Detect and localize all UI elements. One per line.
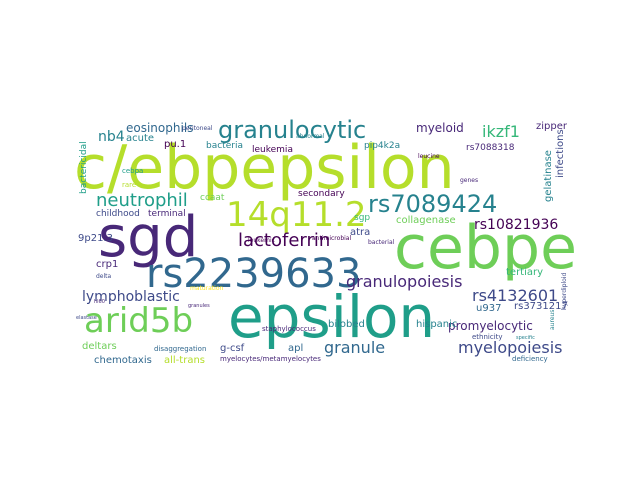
word-disaggregation: disaggregation xyxy=(154,345,207,353)
word-maturation: maturation xyxy=(190,285,224,292)
word-staphylococcus: staphylococcus xyxy=(262,325,316,333)
word-bacteria: bacteria xyxy=(206,141,243,151)
word-sgp: sgp xyxy=(354,213,371,223)
word-lymphoblastic: lymphoblastic xyxy=(82,289,180,305)
word-hl60: hl60 xyxy=(94,299,105,305)
word-rs3731217: rs3731217 xyxy=(514,301,568,312)
word-bactericidal: bactericidal xyxy=(79,141,89,194)
word-aureus: aureus xyxy=(549,309,556,330)
word-bacterial: bacterial xyxy=(368,239,395,246)
word-cebpa: cebpa xyxy=(122,167,144,175)
word-c-ebpepsilon: c/ebpepsilon xyxy=(74,133,455,203)
word-neutrophil: neutrophil xyxy=(96,190,188,211)
word-deficiency: deficiency xyxy=(512,355,548,363)
word-abnormal: abnormal xyxy=(296,133,325,140)
word-hispanic: hispanic xyxy=(416,319,458,330)
word-tertiary: tertiary xyxy=(506,267,544,278)
word-sgd: sgd xyxy=(98,205,199,270)
word-pu-1: pu.1 xyxy=(164,139,187,150)
word-arid5b: arid5b xyxy=(84,301,194,341)
word-leucine: leucine xyxy=(418,153,440,160)
word-granulopoiesis: granulopoiesis xyxy=(346,272,463,291)
word-cloud: c/ebpepsilon sgd cebpe epsilon rs2239633… xyxy=(72,104,576,376)
word-g-csf: g-csf xyxy=(220,343,245,354)
word-ccaat: ccaat xyxy=(200,193,225,203)
word-elastase: elastase xyxy=(76,315,97,321)
word-deltars: deltars xyxy=(82,341,117,352)
word-gelatinase: gelatinase xyxy=(543,150,554,202)
word-acute: acute xyxy=(126,133,155,144)
word-granulocytic: granulocytic xyxy=(218,116,367,144)
word-leukemic: leukemic xyxy=(248,237,275,244)
word-specific: specific xyxy=(516,335,535,341)
word-bilobed: bilobed xyxy=(328,319,365,330)
word-nb4: nb4 xyxy=(98,129,125,145)
word-rs4132601: rs4132601 xyxy=(472,286,559,305)
word-apl: apl xyxy=(288,343,304,354)
word-myelocytes-metamyelocytes: myelocytes/metamyelocytes xyxy=(220,355,321,363)
word-antimicrobial: antimicrobial xyxy=(312,235,352,242)
word-u937: u937 xyxy=(476,303,502,314)
word-rs10821936: rs10821936 xyxy=(474,217,559,233)
word-myelopoiesis: myelopoiesis xyxy=(458,338,563,357)
word-childhood: childhood xyxy=(96,209,140,219)
word-eosinophils: eosinophils xyxy=(126,121,194,135)
word-9p21-3: 9p21.3 xyxy=(78,233,113,244)
word-lactoferrin: lactoferrin xyxy=(238,230,331,251)
word-hyperdiploid: hyperdiploid xyxy=(561,272,568,310)
word-chemotaxis: chemotaxis xyxy=(94,355,152,366)
word-granule: granule xyxy=(324,338,386,357)
word-granules: granules xyxy=(188,303,210,309)
word-zipper: zipper xyxy=(536,121,567,132)
word-myeloid: myeloid xyxy=(416,121,464,135)
word-secondary: secondary xyxy=(298,189,345,199)
word-14q11-2: 14q11.2 xyxy=(226,195,367,235)
word-rs7089424: rs7089424 xyxy=(368,190,498,218)
word-delta: delta xyxy=(96,273,112,280)
word-leukemia: leukemia xyxy=(252,145,293,155)
word-ethnicity: ethnicity xyxy=(472,333,503,341)
word-cebpe: cebpe xyxy=(394,213,576,283)
word-infections: infections xyxy=(555,129,566,178)
word-rs7088318: rs7088318 xyxy=(466,143,515,153)
word-collagenase: collagenase xyxy=(396,215,456,226)
word-epsilon: epsilon xyxy=(228,283,436,351)
word-peritoneal: peritoneal xyxy=(182,125,213,132)
word-crp1: crp1 xyxy=(96,259,119,270)
word-ikzf1: ikzf1 xyxy=(482,122,520,141)
word-terminal: terminal xyxy=(148,209,186,219)
word-atra: atra xyxy=(350,227,371,238)
word-promyelocytic: promyelocytic xyxy=(448,319,533,333)
word-rs2239633: rs2239633 xyxy=(146,251,362,297)
word-all-trans: all-trans xyxy=(164,355,206,366)
word-rare: rare xyxy=(122,181,137,189)
word-genes: genes xyxy=(460,177,479,184)
word-pip4k2a: pip4k2a xyxy=(364,141,401,151)
